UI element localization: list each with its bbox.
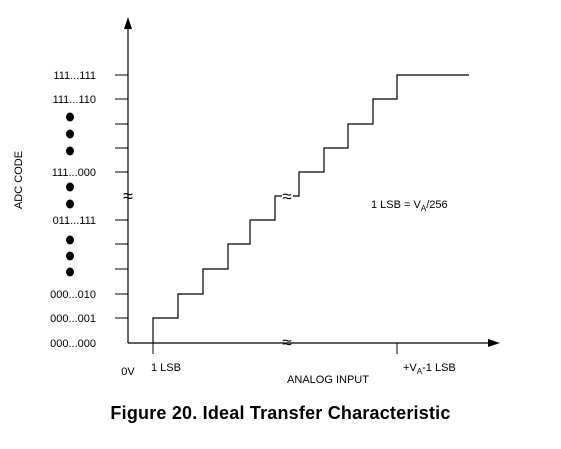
x-axis-arrowhead [488,339,500,347]
y-tick-label: 111...111 [53,70,96,82]
y-tick-label: 000...000 [50,338,96,350]
figure-caption: Figure 20. Ideal Transfer Characteristic [110,403,451,423]
y-axis-title: ADC CODE [13,151,25,209]
lsb-annotation: 1 LSB = VA/256 [371,199,448,213]
x-tick-label-origin: 0V [121,366,135,378]
y-tick-label: 111...110 [53,94,96,106]
y-tick-marks [115,74,128,319]
y-axis-break-symbol: ≈ [123,186,133,206]
staircase-break-symbol: ≈ [282,187,291,206]
staircase-upper [293,74,469,197]
x-tick-label-full-scale: +VA-1 LSB [403,362,456,376]
x-axis-break-symbol: ≈ [282,333,291,352]
y-ellipsis-dots [66,112,74,277]
y-tick-label: 011...111 [53,215,96,227]
y-tick-label: 000...010 [50,289,96,301]
staircase-lower [152,195,282,343]
x-axis-title: ANALOG INPUT [287,374,369,386]
y-axis-arrowhead [124,17,132,29]
x-tick-label-1lsb: 1 LSB [151,362,181,374]
y-tick-label: 111...000 [52,167,96,179]
y-tick-label: 000...001 [50,313,96,325]
